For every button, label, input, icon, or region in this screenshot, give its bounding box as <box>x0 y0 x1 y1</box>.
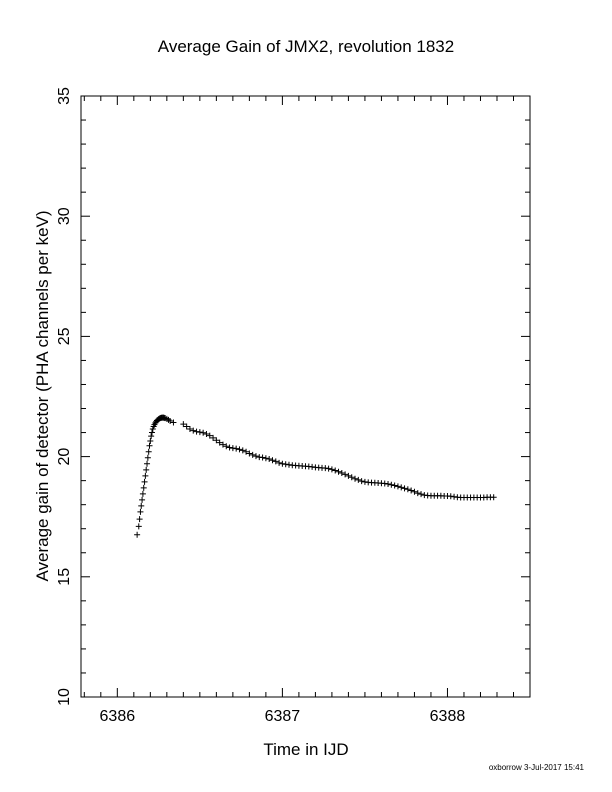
data-point <box>342 471 349 478</box>
data-point <box>401 485 408 492</box>
data-point <box>252 453 259 460</box>
y-axis-label: Average gain of detector (PHA channels p… <box>33 210 52 581</box>
data-point <box>418 491 425 498</box>
data-point <box>186 425 193 432</box>
data-point <box>170 419 177 426</box>
data-point <box>147 437 154 444</box>
y-tick-label: 20 <box>56 448 73 466</box>
data-point <box>200 429 207 436</box>
data-point <box>167 418 174 425</box>
data-point <box>394 483 401 490</box>
data-point <box>276 459 283 466</box>
data-point <box>144 454 151 461</box>
data-point <box>180 421 187 428</box>
data-point <box>262 455 269 462</box>
data-point <box>233 445 240 452</box>
y-tick-label: 10 <box>56 688 73 706</box>
axis-ticks <box>81 95 531 698</box>
data-point <box>223 443 230 450</box>
tick-labels: 6386 6387 6388 10 15 20 25 30 35 <box>56 87 465 725</box>
data-point <box>146 442 153 449</box>
data-point <box>236 446 243 453</box>
data-point <box>411 488 418 495</box>
data-point <box>414 490 421 497</box>
data-point <box>138 502 145 509</box>
data-point <box>203 431 210 438</box>
data-point <box>139 496 146 503</box>
data-point <box>398 484 405 491</box>
data-point <box>139 490 146 497</box>
data-point <box>148 433 155 440</box>
data-point <box>345 472 352 479</box>
data-point <box>332 467 339 474</box>
y-tick-label: 25 <box>56 327 73 345</box>
chart-title: Average Gain of JMX2, revolution 1832 <box>158 37 454 56</box>
x-tick-label: 6386 <box>100 708 136 725</box>
data-point <box>490 494 497 501</box>
data-point <box>259 454 266 461</box>
data-point <box>206 432 213 439</box>
data-point <box>338 469 345 476</box>
data-point <box>358 478 365 485</box>
data-point <box>328 466 335 473</box>
data-point <box>142 472 149 479</box>
y-tick-label: 30 <box>56 207 73 225</box>
data-point <box>243 448 250 455</box>
data-point <box>134 531 141 538</box>
data-point <box>213 437 220 444</box>
data-point <box>391 482 398 489</box>
data-point <box>335 468 342 475</box>
x-tick-label: 6387 <box>265 708 301 725</box>
data-point <box>249 451 256 458</box>
data-point <box>136 516 143 523</box>
data-point <box>143 466 150 473</box>
data-point <box>348 474 355 481</box>
data-point <box>269 457 276 464</box>
data-point <box>355 476 362 483</box>
data-point <box>145 448 152 455</box>
x-axis-label: Time in IJD <box>263 740 348 759</box>
y-tick-label: 15 <box>56 568 73 586</box>
x-tick-label: 6388 <box>430 708 466 725</box>
data-point <box>216 439 223 446</box>
data-point <box>140 484 147 491</box>
data-point <box>352 475 359 482</box>
data-point <box>388 481 395 488</box>
data-point <box>196 429 203 436</box>
timestamp-footer: oxborrow 3-Jul-2017 15:41 <box>489 763 585 772</box>
data-point <box>226 444 233 451</box>
data-point <box>385 481 392 488</box>
data-point <box>210 434 217 441</box>
data-point <box>246 450 253 457</box>
data-series <box>134 414 497 538</box>
plot-frame <box>80 95 531 698</box>
data-point <box>404 486 411 493</box>
data-point <box>408 487 415 494</box>
data-point <box>190 427 197 434</box>
data-point <box>141 478 148 485</box>
data-point <box>239 447 246 454</box>
data-point <box>272 458 279 465</box>
data-point <box>144 460 151 467</box>
data-point <box>266 456 273 463</box>
data-point <box>137 508 144 515</box>
data-point <box>135 523 142 530</box>
data-point <box>183 423 190 430</box>
data-point <box>219 441 226 448</box>
data-point <box>148 429 155 436</box>
y-tick-label: 35 <box>56 87 73 105</box>
data-point <box>325 465 332 472</box>
